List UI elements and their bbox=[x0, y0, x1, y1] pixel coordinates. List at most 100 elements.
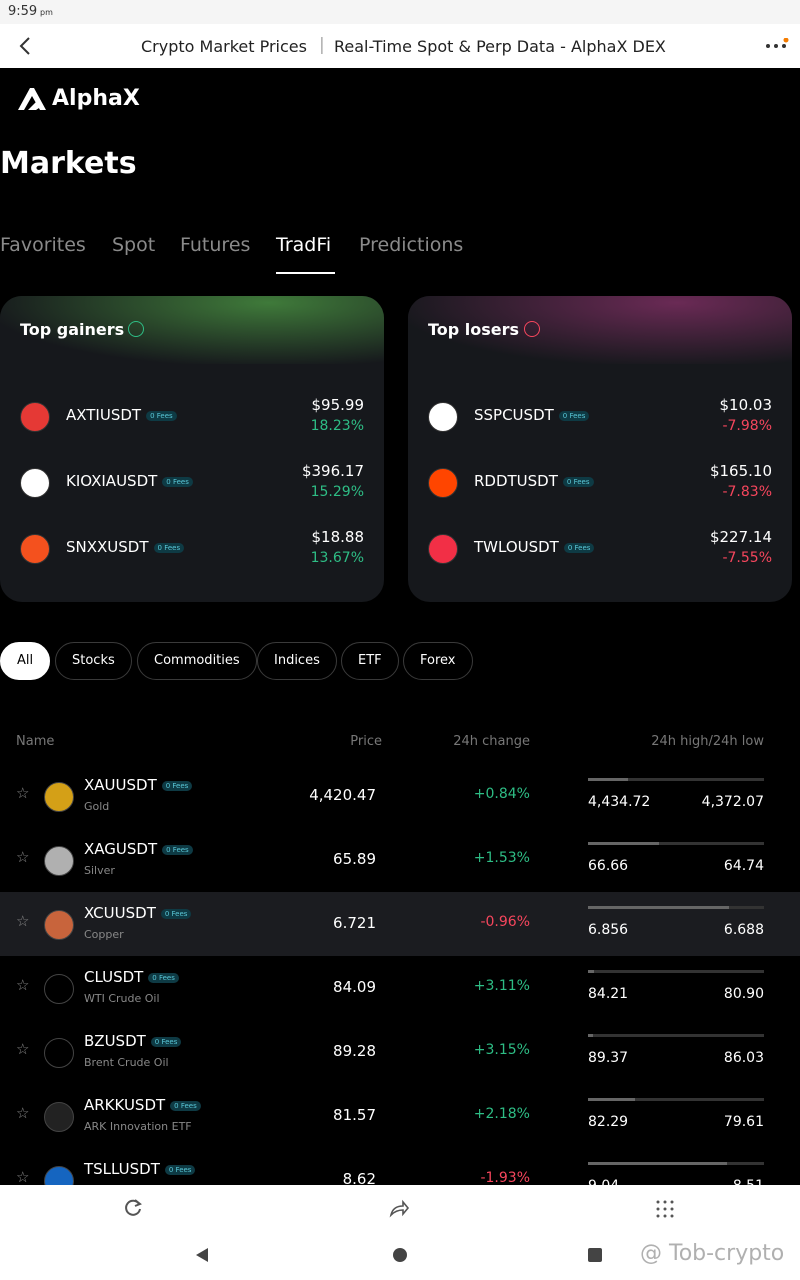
fee-badge: 0 Fees bbox=[162, 844, 193, 855]
range-track bbox=[588, 970, 764, 973]
nav-back[interactable] bbox=[194, 1247, 210, 1263]
range-fill bbox=[588, 1098, 636, 1101]
filter-pill[interactable]: ETF bbox=[341, 642, 399, 680]
fee-badge: 0 Fees bbox=[160, 908, 192, 919]
menu-button[interactable] bbox=[764, 38, 792, 54]
range-fill bbox=[588, 842, 659, 845]
brand-name: AlphaX bbox=[52, 86, 140, 111]
back-button[interactable] bbox=[16, 36, 36, 56]
market-row[interactable]: ☆ XAUUSDT 0 Fees Gold 4,420.47 +0.84% 4,434.72… bbox=[0, 764, 800, 828]
market-row[interactable]: ☆ ARKKUSDT 0 Fees ARK Innovation ETF 81.57 +2… bbox=[0, 1084, 800, 1148]
filter-pill[interactable]: Indices bbox=[257, 642, 337, 680]
asset-icon bbox=[44, 1166, 74, 1185]
column-header[interactable]: Name bbox=[16, 734, 55, 749]
asset-name: Silver bbox=[84, 864, 115, 877]
market-row[interactable]: ☆ XCUUSDT 0 Fees Copper 6.721 -0.96% 6.856 6.68… bbox=[0, 892, 800, 956]
symbol[interactable]: TWLOUSDT 0 Fees bbox=[474, 538, 595, 556]
column-header: 24h high/24h low bbox=[651, 734, 764, 749]
change: -7.83% bbox=[722, 484, 772, 500]
favorite-star: ☆ bbox=[16, 1104, 30, 1122]
coin-icon bbox=[20, 402, 50, 432]
tab[interactable]: Predictions bbox=[359, 234, 464, 256]
change: 13.67% bbox=[310, 550, 364, 566]
time-period: pm bbox=[40, 8, 53, 17]
column-header[interactable]: Price bbox=[350, 734, 382, 749]
symbol-text: SSPCUSDT bbox=[474, 406, 554, 424]
range-fill bbox=[588, 970, 595, 973]
range-fill bbox=[588, 778, 629, 781]
symbol-text: TWLOUSDT bbox=[474, 538, 559, 556]
change: -7.98% bbox=[722, 418, 772, 434]
top-gainers-card: Top gainers AXTIUSDT 0 Fees $95.99 18.23% KIO… bbox=[0, 296, 384, 602]
favorite-star: ☆ bbox=[16, 1040, 30, 1058]
asset-icon bbox=[44, 910, 74, 940]
market-row[interactable]: ☆ TSLLUSDT 0 Fees Direxion Daily TSLA Bull 8… bbox=[0, 1148, 800, 1185]
change: 18.23% bbox=[310, 418, 364, 434]
symbol-text: AXTIUSDT bbox=[66, 406, 142, 424]
asset-icon bbox=[44, 974, 74, 1004]
trend-icon bbox=[128, 321, 144, 337]
card-title: Top gainers bbox=[20, 320, 125, 339]
card-header bbox=[0, 296, 384, 364]
high: 82.29 bbox=[588, 1114, 629, 1130]
symbol[interactable]: RDDTUSDT 0 Fees bbox=[474, 472, 594, 490]
symbol: CLUSDT 0 Fees bbox=[84, 968, 179, 986]
filter-pill[interactable]: Commodities bbox=[137, 642, 257, 680]
column-header[interactable]: 24h change bbox=[453, 734, 530, 749]
nav-home[interactable] bbox=[392, 1247, 408, 1263]
top-losers-card: Top losers SSPCUSDT 0 Fees $10.03 -7.98% RDDT… bbox=[408, 296, 792, 602]
brand-logo bbox=[18, 88, 46, 110]
grid-button[interactable] bbox=[655, 1199, 675, 1219]
range-track bbox=[588, 1098, 764, 1101]
high: 89.37 bbox=[588, 1050, 629, 1066]
range-fill bbox=[588, 906, 730, 909]
price: $95.99 bbox=[311, 396, 365, 414]
tab[interactable]: Favorites bbox=[0, 234, 86, 256]
share-button[interactable] bbox=[388, 1197, 410, 1219]
reload-button[interactable] bbox=[122, 1197, 144, 1219]
range-track bbox=[588, 778, 764, 781]
tab[interactable]: Spot bbox=[112, 234, 156, 256]
symbol: XAGUSDT 0 Fees bbox=[84, 840, 193, 858]
tab[interactable]: TradFi bbox=[276, 234, 332, 256]
filter-pill[interactable]: Forex bbox=[403, 642, 473, 680]
asset-name: Gold bbox=[84, 800, 110, 813]
market-row[interactable]: ☆ XAGUSDT 0 Fees Silver 65.89 +1.53% 66.66 64.7… bbox=[0, 828, 800, 892]
asset-icon bbox=[44, 1038, 74, 1068]
card-header bbox=[408, 296, 792, 364]
filter-pill[interactable]: Stocks bbox=[55, 642, 132, 680]
symbol[interactable]: KIOXIAUSDT 0 Fees bbox=[66, 472, 193, 490]
filter-pill[interactable]: All bbox=[0, 642, 51, 680]
market-row[interactable]: ☆ CLUSDT 0 Fees WTI Crude Oil 84.09 +3.11% 84.… bbox=[0, 956, 800, 1020]
fee-badge: 0 Fees bbox=[146, 410, 177, 421]
price: $227.14 bbox=[709, 528, 772, 546]
nav-recents[interactable] bbox=[588, 1248, 602, 1262]
browser-title: Crypto Market Prices bbox=[141, 37, 307, 56]
separator: | bbox=[319, 35, 325, 55]
low: 8.51 bbox=[733, 1178, 764, 1185]
low: 86.03 bbox=[723, 1050, 764, 1066]
market-table: Name Price 24h change 24h high/24h low ☆ XAUU… bbox=[0, 718, 800, 1185]
low: 79.61 bbox=[723, 1114, 764, 1130]
range-track bbox=[588, 842, 764, 845]
tab[interactable]: Futures bbox=[180, 234, 251, 256]
change: +3.15% bbox=[473, 1042, 530, 1058]
change: +2.18% bbox=[473, 1106, 530, 1122]
coin-icon bbox=[428, 402, 458, 432]
symbol[interactable]: SSPCUSDT 0 Fees bbox=[474, 406, 590, 424]
fee-badge: 0 Fees bbox=[164, 1164, 196, 1175]
symbol[interactable]: AXTIUSDT 0 Fees bbox=[66, 406, 177, 424]
fee-badge: 0 Fees bbox=[162, 476, 193, 487]
market-row[interactable]: ☆ BZUSDT 0 Fees Brent Crude Oil 89.28 +3.15% 8… bbox=[0, 1020, 800, 1084]
range-fill bbox=[588, 1034, 593, 1037]
browser-subtitle: Real-Time Spot & Perp Data - AlphaX DEX bbox=[334, 37, 666, 56]
symbol[interactable]: SNXXUSDT 0 Fees bbox=[66, 538, 185, 556]
asset-icon bbox=[44, 846, 74, 876]
symbol: TSLLUSDT 0 Fees bbox=[84, 1160, 196, 1178]
high: 84.21 bbox=[588, 986, 629, 1002]
change: +3.11% bbox=[473, 978, 530, 994]
asset-name: Direxion Daily TSLA Bull bbox=[84, 1184, 216, 1185]
high: 66.66 bbox=[588, 858, 629, 874]
price: $18.88 bbox=[311, 528, 365, 546]
browser-bar: Crypto Market Prices | Real-Time Spot & … bbox=[0, 24, 800, 68]
